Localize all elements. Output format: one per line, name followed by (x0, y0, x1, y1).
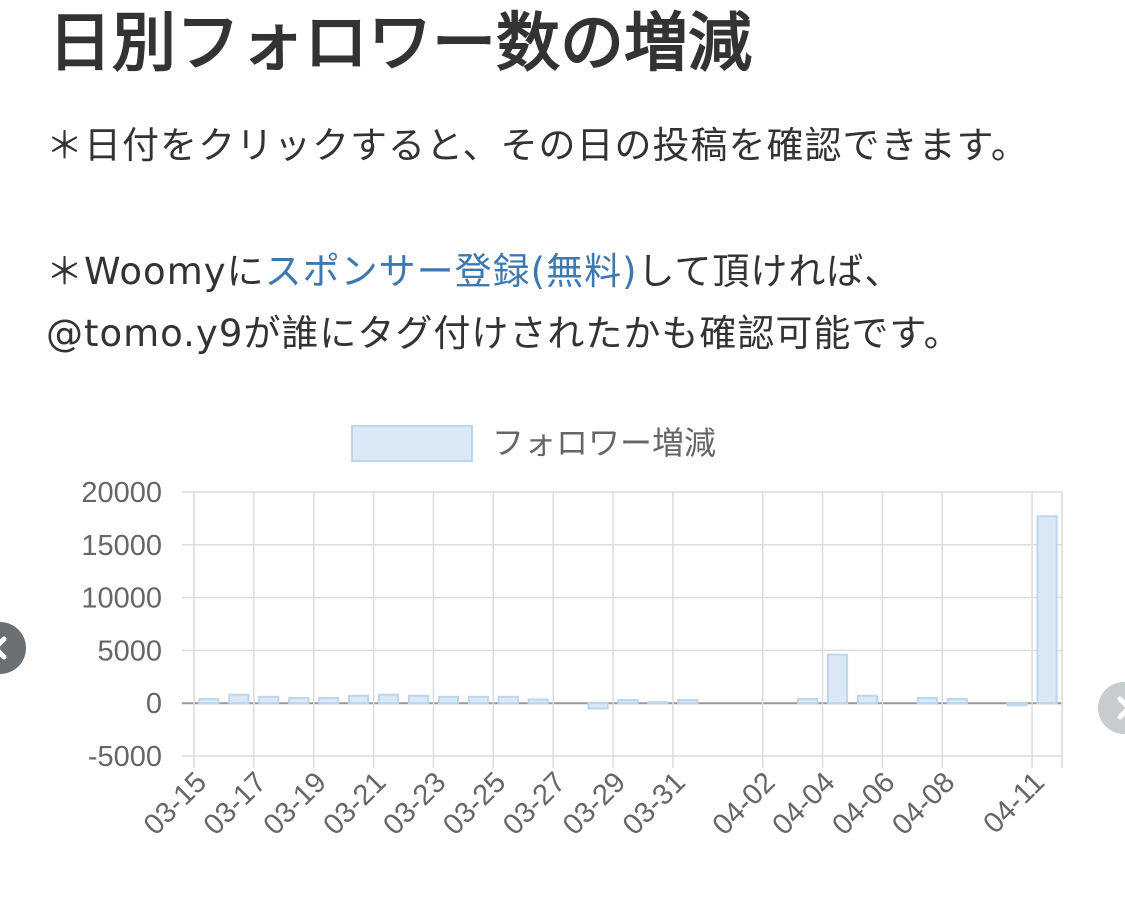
sponsor-note-prefix: ＊Woomyに (46, 250, 265, 293)
y-tick-label: 10000 (81, 583, 162, 615)
sponsor-register-link[interactable]: スポンサー登録(無料) (264, 250, 638, 293)
bar (348, 694, 370, 705)
y-tick-label: 20000 (81, 477, 162, 509)
bar (198, 697, 220, 705)
bar (797, 697, 819, 705)
click-date-note: ＊日付をクリックすると、その日の投稿を確認できます。 (46, 124, 1029, 167)
bar (587, 702, 609, 710)
page-title: 日別フォロワー数の増減 (48, 7, 752, 81)
y-tick-label: 15000 (81, 530, 162, 562)
chart-svg: 20000 15000 10000 5000 0 -500003-1503-1703-19… (81, 424, 1063, 841)
bar (437, 695, 459, 705)
x-tick-label: 03-19 (258, 766, 333, 841)
x-tick-label: 03-25 (437, 766, 512, 841)
x-tick-label: 03-17 (198, 766, 273, 841)
sponsor-note: ＊Woomyにスポンサー登録(無料)して頂ければ、@tomo.y9が誰にタグ付け… (46, 241, 1086, 365)
bar (228, 693, 250, 705)
y-tick-label: -5000 (88, 741, 162, 773)
bar (826, 653, 849, 705)
x-tick-label: 03-31 (617, 766, 692, 841)
bar (407, 694, 430, 705)
bar (467, 695, 489, 705)
y-tick-label: 0 (146, 688, 162, 720)
bar (916, 696, 938, 705)
x-tick-label: 03-29 (557, 766, 632, 841)
chevron-left-glyph (0, 636, 7, 660)
bar (647, 701, 669, 705)
follower-change-chart: 20000 15000 10000 5000 0 -5000 03-15 03-17 03-19… (0, 400, 1125, 924)
x-tick-label: 03-27 (497, 766, 572, 841)
x-tick-label: 03-21 (317, 766, 392, 841)
x-tick-label: 03-15 (138, 766, 213, 841)
bar (1036, 515, 1058, 705)
bar (1006, 702, 1028, 707)
bar (617, 699, 639, 705)
x-tick-label: 04-02 (707, 766, 782, 841)
y-tick-label: 5000 (97, 635, 162, 667)
x-tick-label: 04-11 (977, 766, 1051, 840)
bar (527, 698, 549, 705)
legend-label: フォロワー増減 (492, 424, 716, 462)
bar (377, 693, 400, 705)
sponsor-note-suffix: して頂ければ、@tomo.y9が誰にタグ付けされたかも確認可能です。 (46, 250, 962, 355)
x-tick-label: 04-06 (826, 766, 901, 841)
bar (856, 694, 879, 705)
x-tick-label: 04-04 (766, 766, 841, 841)
x-tick-label: 03-23 (377, 766, 452, 841)
legend-swatch (351, 425, 473, 462)
bar (497, 695, 519, 705)
chevron-right-glyph (1117, 696, 1125, 720)
bar (946, 697, 968, 705)
bar (318, 696, 340, 705)
x-tick-label: 04-08 (886, 766, 961, 841)
bar (677, 699, 699, 705)
bar (258, 695, 280, 705)
bar (288, 696, 310, 705)
